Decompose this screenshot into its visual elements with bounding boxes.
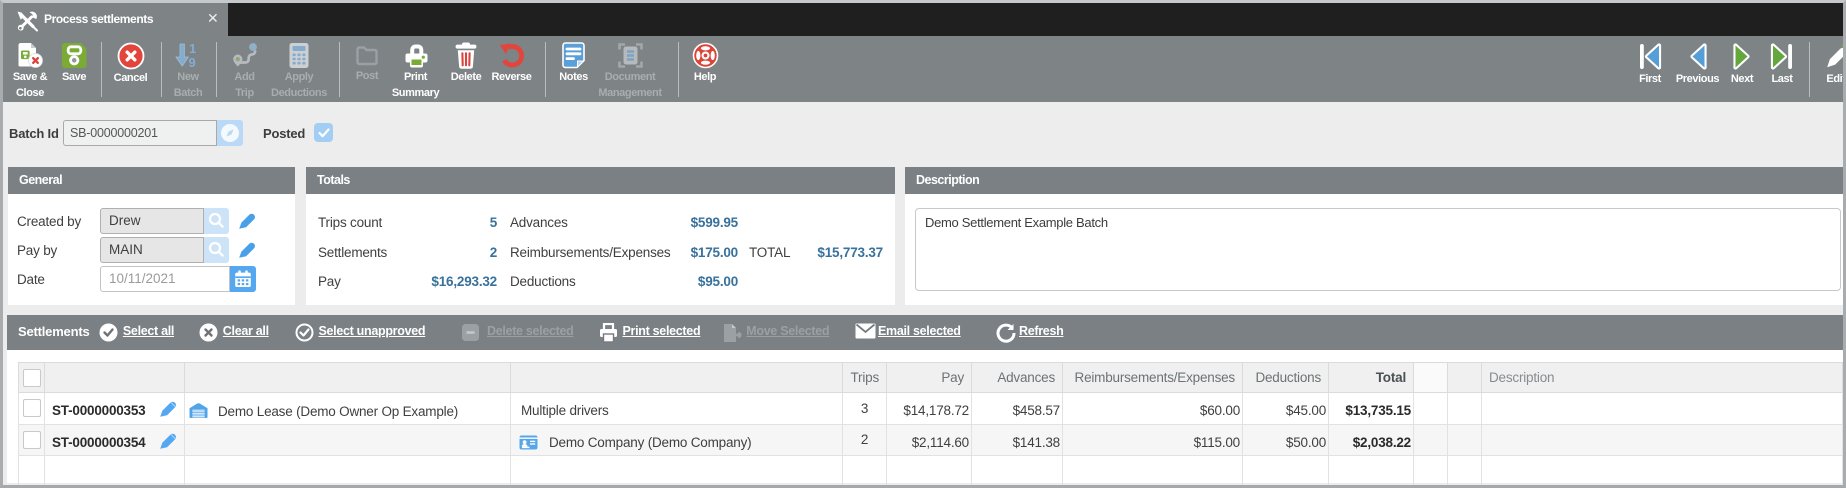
svg-text:1: 1 <box>189 42 196 56</box>
svg-text:9: 9 <box>189 55 196 69</box>
